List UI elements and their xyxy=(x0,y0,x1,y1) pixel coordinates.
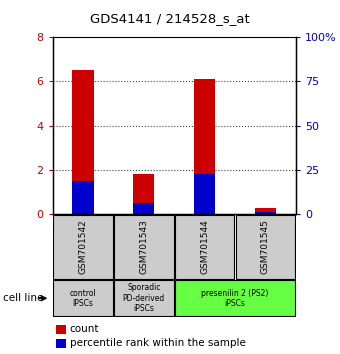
Text: GSM701545: GSM701545 xyxy=(261,219,270,274)
Bar xyxy=(236,215,295,279)
Bar xyxy=(53,215,113,279)
Bar xyxy=(114,215,174,279)
Bar xyxy=(175,215,234,279)
Text: GSM701542: GSM701542 xyxy=(79,219,88,274)
Bar xyxy=(56,339,66,348)
Text: count: count xyxy=(70,324,99,334)
Text: GDS4141 / 214528_s_at: GDS4141 / 214528_s_at xyxy=(90,12,250,25)
Text: GSM701544: GSM701544 xyxy=(200,219,209,274)
Bar xyxy=(255,212,276,214)
Text: cell line: cell line xyxy=(3,293,44,303)
Text: control
IPSCs: control IPSCs xyxy=(70,289,97,308)
Bar xyxy=(194,175,215,214)
Text: GSM701543: GSM701543 xyxy=(139,219,148,274)
Bar xyxy=(133,203,154,214)
Bar xyxy=(72,181,94,214)
Bar xyxy=(114,280,174,316)
Text: presenilin 2 (PS2)
iPSCs: presenilin 2 (PS2) iPSCs xyxy=(201,289,269,308)
Bar xyxy=(72,70,94,214)
Bar xyxy=(255,207,276,214)
Bar xyxy=(175,280,295,316)
Text: percentile rank within the sample: percentile rank within the sample xyxy=(70,338,245,348)
Bar xyxy=(53,280,113,316)
Bar xyxy=(133,175,154,214)
Bar xyxy=(56,325,66,333)
Text: Sporadic
PD-derived
iPSCs: Sporadic PD-derived iPSCs xyxy=(123,283,165,313)
Bar xyxy=(194,79,215,214)
